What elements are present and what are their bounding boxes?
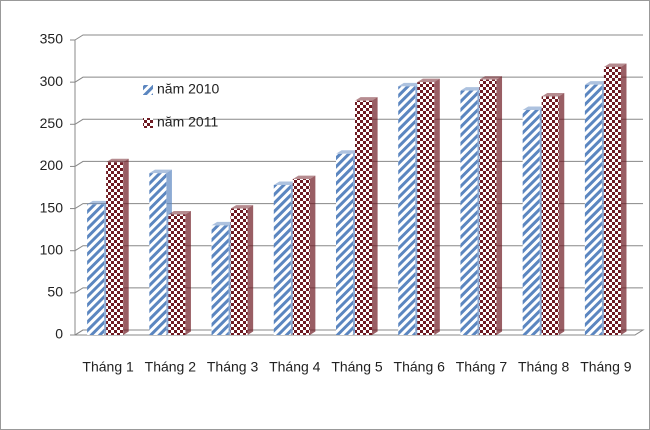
- bar-top: [292, 175, 316, 180]
- x-tick-label: Tháng 1: [82, 359, 134, 375]
- legend-swatch: [143, 85, 153, 95]
- y-tick-label: 100: [40, 241, 64, 257]
- grid-line: [74, 287, 643, 294]
- grid-line: [74, 329, 643, 336]
- bar-top: [541, 92, 565, 97]
- bar-top: [355, 97, 378, 101]
- bar-side: [620, 63, 627, 335]
- bar-top: [584, 81, 608, 85]
- bar: [230, 208, 248, 335]
- bar: [479, 79, 497, 335]
- bar-top: [273, 181, 297, 185]
- bar: [336, 153, 353, 335]
- bar: [398, 86, 416, 335]
- y-tick-label: 0: [55, 326, 63, 342]
- bar: [355, 100, 372, 335]
- bar-top: [87, 200, 110, 205]
- bar-side: [185, 210, 191, 335]
- bar-top: [522, 106, 546, 110]
- legend-swatch: [143, 118, 153, 128]
- bar-top: [106, 158, 129, 163]
- bar: [584, 84, 602, 336]
- bar: [460, 90, 478, 335]
- bar-side: [372, 97, 378, 335]
- bar-top: [398, 82, 421, 87]
- y-tick-label: 350: [40, 31, 64, 47]
- bar-side: [558, 92, 565, 335]
- bar: [292, 179, 310, 335]
- y-tick-label: 200: [40, 157, 64, 173]
- bar: [106, 162, 124, 335]
- grid-line: [74, 34, 643, 41]
- bar-top: [230, 205, 254, 209]
- x-tick-label: Tháng 4: [269, 359, 321, 375]
- x-tick-label: Tháng 7: [456, 359, 508, 375]
- x-tick-label: Tháng 8: [518, 359, 570, 375]
- bar: [211, 225, 229, 335]
- bar: [273, 184, 291, 335]
- bar-top: [336, 150, 359, 154]
- grid-line: [74, 203, 643, 209]
- bar: [168, 214, 186, 335]
- bar-top: [417, 78, 440, 83]
- bar: [541, 96, 559, 335]
- x-tick-label: Tháng 5: [331, 359, 383, 375]
- bar-top: [460, 87, 484, 91]
- bar-side: [123, 158, 129, 335]
- grid-line: [74, 76, 643, 83]
- grid-line: [74, 118, 643, 125]
- bar-top: [479, 76, 503, 80]
- y-tick-label: 150: [40, 199, 64, 215]
- legend-label: năm 2011: [157, 114, 218, 130]
- bar-side: [309, 175, 316, 335]
- bar-side: [434, 78, 440, 336]
- bar-top: [211, 221, 235, 226]
- bar: [149, 173, 167, 335]
- legend-label: năm 2010: [157, 81, 219, 97]
- y-tick-label: 50: [47, 284, 63, 300]
- bar: [87, 204, 105, 335]
- bar-top: [149, 169, 172, 174]
- grid-line: [74, 245, 643, 252]
- x-tick-label: Tháng 2: [145, 359, 197, 375]
- x-tick-label: Tháng 6: [394, 359, 446, 375]
- bar-side: [247, 205, 254, 335]
- bar-side: [496, 76, 503, 335]
- x-tick-label: Tháng 3: [207, 359, 259, 375]
- x-tick-label: Tháng 9: [580, 359, 632, 375]
- y-tick-label: 250: [40, 115, 64, 131]
- bar-top: [168, 210, 191, 215]
- y-tick-label: 300: [40, 73, 64, 89]
- grid-line: [74, 160, 643, 167]
- bar: [522, 109, 540, 335]
- bar: [417, 82, 435, 336]
- bar: [603, 66, 621, 335]
- bar-top: [603, 63, 627, 67]
